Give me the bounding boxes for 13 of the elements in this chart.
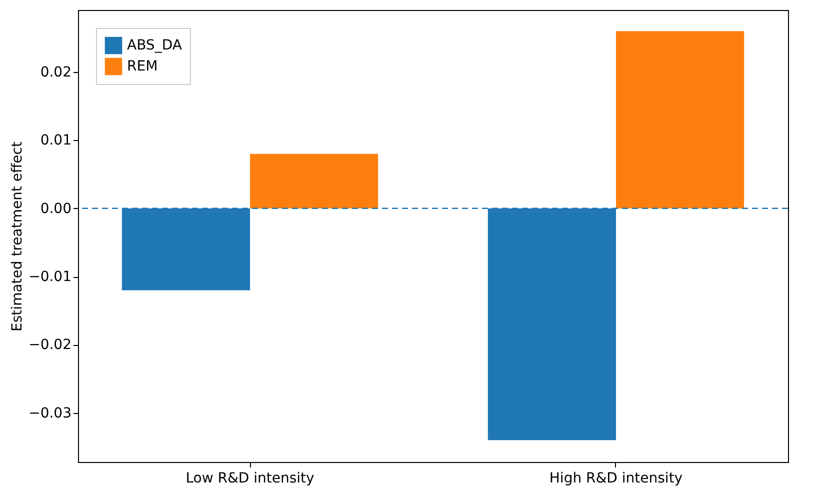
- y-tick-label: −0.01: [28, 269, 72, 286]
- legend-label: ABS_DA: [127, 38, 182, 54]
- bar: [250, 154, 378, 208]
- legend-label: REM: [127, 58, 158, 74]
- y-tick-label: 0.01: [40, 132, 72, 149]
- y-tick-label: 0.00: [40, 200, 72, 217]
- bar: [616, 31, 744, 208]
- y-tick-label: −0.02: [28, 337, 72, 354]
- y-tick-label: −0.03: [28, 405, 72, 422]
- y-axis-title: Estimated treatment effect: [10, 141, 26, 332]
- y-tick-label: 0.02: [40, 64, 72, 81]
- x-tick-label: Low R&D intensity: [186, 470, 314, 486]
- x-tick-label: High R&D intensity: [549, 470, 683, 486]
